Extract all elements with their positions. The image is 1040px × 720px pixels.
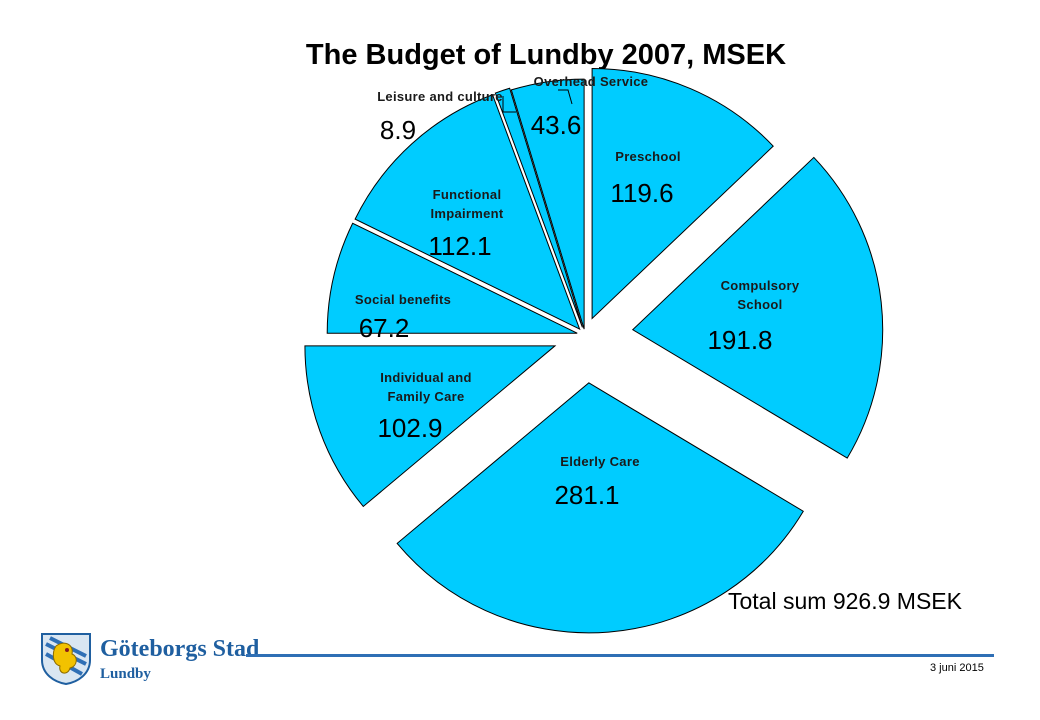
footer-date: 3 juni 2015 bbox=[930, 662, 984, 674]
slice-value: 191.8 bbox=[707, 325, 772, 355]
pie-slices bbox=[304, 67, 884, 634]
slice-value: 67.2 bbox=[359, 313, 410, 343]
pie-slice-compulsory-school bbox=[631, 156, 884, 459]
total-value: 926.9 bbox=[832, 588, 891, 614]
total-sum: Total sum 926.9 MSEK bbox=[728, 588, 962, 615]
slice-label: Compulsory bbox=[721, 278, 800, 293]
slice-value: 8.9 bbox=[380, 115, 416, 145]
slice-value: 112.1 bbox=[428, 231, 491, 261]
district-name: Lundby bbox=[100, 666, 151, 682]
slice-value: 119.6 bbox=[610, 178, 673, 208]
slice-value: 43.6 bbox=[531, 110, 582, 140]
coat-of-arms-icon bbox=[41, 633, 91, 686]
leader-line bbox=[558, 89, 573, 105]
slice-label: Elderly Care bbox=[560, 454, 639, 469]
slice-label: Functional bbox=[433, 187, 502, 202]
slice-label: Overhead Service bbox=[534, 74, 649, 89]
pie-slice-social-benefits bbox=[326, 222, 578, 334]
chart-title: The Budget of Lundby 2007, MSEK bbox=[306, 39, 786, 71]
pie-slice-functional-impairment bbox=[354, 94, 581, 331]
pie-labels: Preschool 119.6 Compulsory School 191.8 Elder… bbox=[355, 74, 800, 510]
pie-slice-preschool bbox=[591, 67, 774, 320]
org-name: Göteborgs Stad bbox=[100, 636, 260, 662]
pie-slice-elderly-care bbox=[396, 382, 804, 634]
goteborgs-stad-logo: Göteborgs Stad Lundby bbox=[38, 630, 259, 686]
slice-label: Social benefits bbox=[355, 292, 451, 307]
pie-slice-leisure-and-culture bbox=[494, 87, 583, 328]
leader-line bbox=[502, 96, 516, 113]
total-label: Total sum bbox=[728, 588, 827, 614]
slice-label: Family Care bbox=[387, 389, 464, 404]
pie-slice-individual-and-family-care bbox=[304, 345, 557, 508]
slice-label: Leisure and culture bbox=[377, 89, 503, 104]
slice-value: 102.9 bbox=[377, 413, 442, 443]
slice-value: 281.1 bbox=[554, 480, 619, 510]
slice-label: Individual and bbox=[380, 370, 472, 385]
total-unit: MSEK bbox=[896, 588, 962, 614]
slice-label: Preschool bbox=[615, 149, 681, 164]
footer-divider bbox=[246, 654, 994, 657]
slice-label: Impairment bbox=[430, 206, 503, 221]
pie-slice-overhead-service bbox=[510, 78, 585, 330]
slice-label: School bbox=[737, 297, 782, 312]
